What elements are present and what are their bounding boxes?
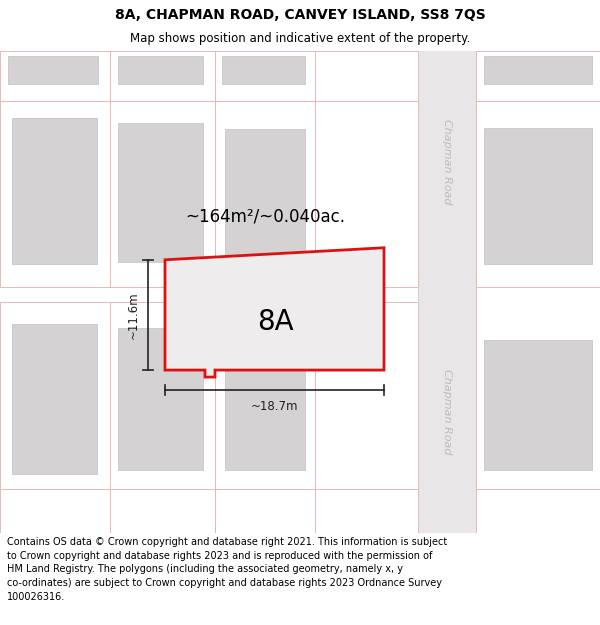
Text: 8A, CHAPMAN ROAD, CANVEY ISLAND, SS8 7QS: 8A, CHAPMAN ROAD, CANVEY ISLAND, SS8 7QS <box>115 8 485 22</box>
Bar <box>484 56 592 84</box>
Bar <box>315 302 418 489</box>
Bar <box>12 324 97 474</box>
Text: Chapman Road: Chapman Road <box>442 119 452 204</box>
Bar <box>476 51 600 101</box>
Bar <box>225 129 305 260</box>
Bar <box>225 332 305 471</box>
Bar <box>315 101 418 287</box>
Bar <box>0 51 110 101</box>
Bar <box>118 328 203 471</box>
Bar <box>484 340 592 471</box>
Bar <box>315 51 418 101</box>
Bar <box>0 302 110 489</box>
Text: 8A: 8A <box>257 308 293 336</box>
Bar <box>12 118 97 264</box>
Bar <box>110 51 215 101</box>
Polygon shape <box>165 248 384 377</box>
Text: ~18.7m: ~18.7m <box>251 400 298 413</box>
Bar <box>0 489 110 532</box>
Bar <box>315 489 418 532</box>
Bar <box>476 489 600 532</box>
Text: Contains OS data © Crown copyright and database right 2021. This information is : Contains OS data © Crown copyright and d… <box>7 537 448 601</box>
Bar <box>215 489 315 532</box>
Bar <box>110 101 215 287</box>
Bar <box>118 124 203 262</box>
Bar <box>8 56 98 84</box>
Bar <box>215 302 315 489</box>
Bar <box>110 302 215 489</box>
Bar <box>476 51 600 287</box>
Bar <box>0 101 110 287</box>
Bar <box>222 56 305 84</box>
Bar <box>215 51 315 101</box>
Bar <box>484 129 592 264</box>
Bar <box>110 489 215 532</box>
Text: Chapman Road: Chapman Road <box>442 369 452 455</box>
Text: Map shows position and indicative extent of the property.: Map shows position and indicative extent… <box>130 32 470 45</box>
Text: ~164m²/~0.040ac.: ~164m²/~0.040ac. <box>185 208 345 226</box>
Bar <box>418 51 476 532</box>
Bar <box>215 101 315 287</box>
Bar <box>118 56 203 84</box>
Bar <box>476 287 600 489</box>
Text: ~11.6m: ~11.6m <box>127 291 140 339</box>
